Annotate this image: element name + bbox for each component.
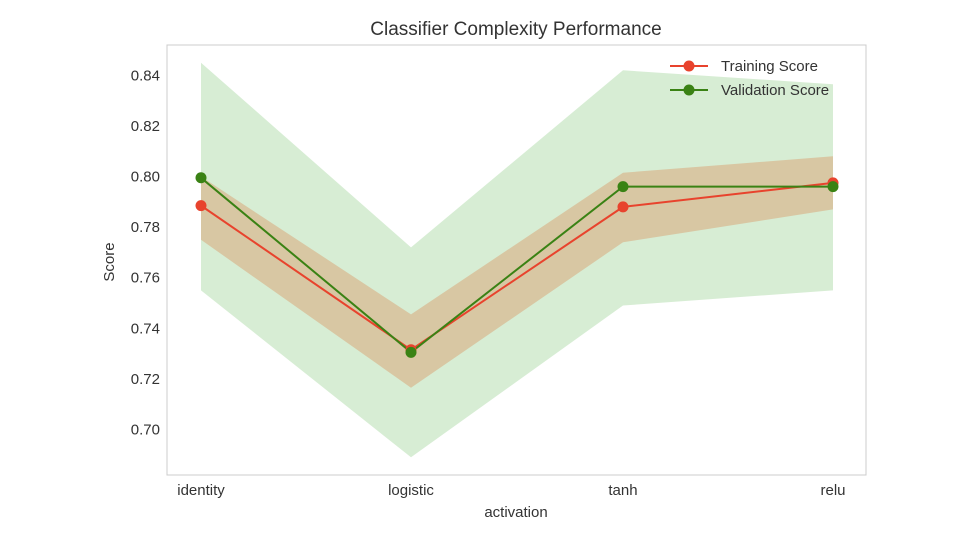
legend-validation-score-marker (683, 84, 695, 96)
series-points (195, 172, 839, 358)
legend-training-score-marker (683, 60, 695, 72)
validation-score-point-identity (195, 172, 207, 184)
series-lines (200, 177, 834, 354)
y-tick-label: 0.78 (131, 219, 160, 236)
x-tick-label: tanh (608, 482, 637, 499)
y-tick-label: 0.72 (131, 371, 160, 388)
chart-title: Classifier Complexity Performance (370, 19, 661, 40)
legend-training-score-label: Training Score (721, 58, 818, 75)
y-tick-labels: 0.70 0.72 0.74 0.76 0.78 0.80 0.82 0.84 (131, 67, 160, 438)
validation-score-line (200, 177, 833, 354)
training-score-band (201, 156, 833, 388)
y-tick-label: 0.76 (131, 270, 160, 287)
legend-validation-score-label: Validation Score (721, 82, 829, 99)
y-tick-label: 0.80 (131, 169, 160, 186)
x-tick-label: relu (820, 482, 845, 499)
x-tick-label: identity (177, 482, 225, 499)
training-score-point-identity (195, 200, 207, 212)
legend: Training Score Validation Score (670, 58, 829, 99)
validation-score-point-logistic (405, 346, 417, 358)
y-tick-label: 0.74 (131, 320, 160, 337)
training-score-line (200, 181, 834, 352)
x-axis-label: activation (484, 504, 547, 521)
validation-score-point-tanh (617, 181, 629, 193)
y-tick-label: 0.82 (131, 118, 160, 135)
y-axis-label: Score (101, 242, 118, 281)
validation-score-point-relu (827, 181, 839, 193)
y-tick-label: 0.70 (131, 421, 160, 438)
x-tick-labels: identity logistic tanh relu (177, 482, 845, 499)
x-tick-label: logistic (388, 482, 434, 499)
y-tick-label: 0.84 (131, 67, 160, 84)
training-score-point-tanh (617, 201, 629, 213)
confidence-bands (201, 62, 833, 458)
